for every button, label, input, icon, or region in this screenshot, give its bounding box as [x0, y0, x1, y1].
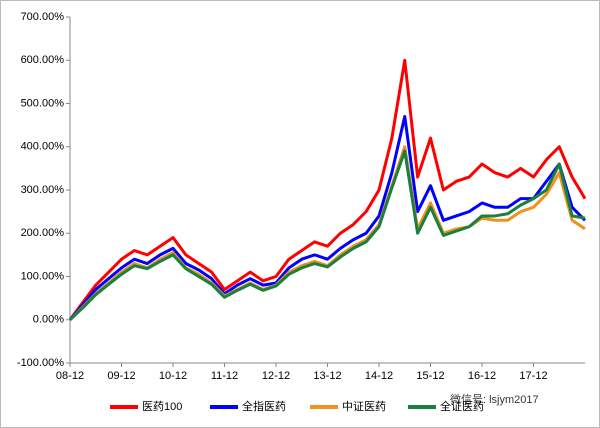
y-tick-label: 400.00% — [21, 141, 65, 153]
y-tick-label: 200.00% — [21, 227, 65, 239]
x-tick-label: 16-12 — [468, 370, 496, 382]
legend-label: 全指医药 — [242, 399, 286, 413]
y-tick-label: 500.00% — [21, 97, 65, 109]
x-tick-label: 14-12 — [365, 370, 393, 382]
series-line — [68, 58, 587, 321]
x-tick-label: 12-12 — [262, 370, 290, 382]
x-tick-label: 08-12 — [56, 370, 84, 382]
series-line — [68, 114, 587, 321]
x-tick-label: 11-12 — [211, 370, 238, 382]
series-line — [68, 149, 586, 321]
watermark: 微信号: lsjym2017 — [450, 392, 539, 406]
y-tick-label: 700.00% — [21, 11, 65, 23]
y-tick-label: 300.00% — [21, 184, 65, 196]
x-tick-label: 17-12 — [519, 370, 547, 382]
y-tick-label: 100.00% — [21, 270, 65, 282]
legend-label: 医药100 — [142, 400, 182, 413]
y-tick-label: 600.00% — [21, 54, 65, 66]
y-tick-label: -100.00% — [17, 357, 64, 369]
legend-label: 中证医药 — [342, 400, 386, 413]
legend-label: 全证医药 — [440, 399, 484, 413]
x-tick-label: 09-12 — [107, 370, 135, 382]
y-tick-label: 0.00% — [33, 314, 64, 326]
x-tick-label: 15-12 — [416, 370, 444, 382]
x-tick-label: 13-12 — [313, 370, 341, 382]
x-tick-label: 10-12 — [159, 370, 187, 382]
